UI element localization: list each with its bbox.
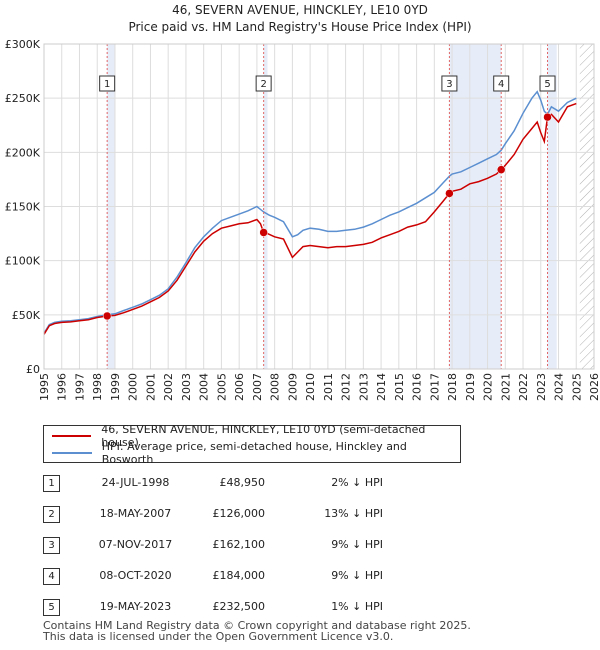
x-tick-label: 1998 [91,373,104,401]
x-tick-label: 2000 [127,373,140,401]
legend-label-hpi: HPI: Average price, semi-detached house,… [101,440,407,466]
sale-date: 18-MAY-2007 [99,507,172,520]
hpi-series-line [43,90,577,334]
x-tick-label: 2008 [269,373,282,401]
sale-marker-label: 4 [498,79,504,90]
x-tick-label: 2010 [304,373,317,401]
x-tick-label: 2025 [570,373,583,401]
x-tick-label: 2026 [588,373,600,401]
x-tick-label: 2016 [411,373,424,401]
table-row: 3 07-NOV-2017 £162,100 9% ↓ HPI [43,534,463,556]
sale-price: £184,000 [212,569,266,582]
sale-marker-box [99,75,116,92]
footer-licence: This data is licensed under the Open Gov… [43,630,394,643]
footer-attribution: Contains HM Land Registry data © Crown c… [43,620,471,642]
y-tick-label: £300K [5,38,41,51]
y-tick-label: £200K [5,146,41,159]
y-tick-label: £250K [5,92,41,105]
x-tick-label: 2002 [162,373,175,401]
sale-number: 4 [43,568,60,585]
sale-point [102,311,112,321]
legend-label-property: 46, SEVERN AVENUE, HINCKLEY, LE10 0YD (s… [101,423,426,449]
sale-hpi-diff: 9% ↓ HPI [331,569,383,582]
chart-legend: 46, SEVERN AVENUE, HINCKLEY, LE10 0YD (s… [43,423,461,466]
sale-price: £232,500 [212,600,266,613]
x-tick-label: 2011 [322,373,335,401]
x-tick-label: 2022 [517,373,530,401]
x-tick-label: 2021 [499,373,512,401]
x-tick-label: 1997 [73,373,86,401]
x-tick-label: 2020 [482,373,495,401]
sale-marker-label: 5 [544,79,550,90]
sale-number: 3 [43,537,60,554]
x-tick-label: 2006 [233,373,246,401]
sale-marker-label: 2 [260,79,266,90]
x-tick-label: 2015 [393,373,406,401]
x-tick-label: 2024 [553,373,566,401]
sale-marker-label: 1 [104,79,110,90]
table-row: 5 19-MAY-2023 £232,500 1% ↓ HPI [43,596,463,618]
sale-marker-box [441,75,458,92]
x-tick-label: 2005 [215,373,228,401]
y-tick-label: £0 [26,363,40,376]
sale-price: £48,950 [219,476,266,489]
sale-marker-box [493,75,510,92]
table-row: 1 24-JUL-1998 £48,950 2% ↓ HPI [43,472,463,494]
sale-marker-box [539,75,556,92]
x-tick-label: 2013 [357,373,370,401]
sale-number: 2 [43,506,60,523]
sale-date: 08-OCT-2020 [99,569,172,582]
footer-copyright: Contains HM Land Registry data © Crown c… [43,619,471,632]
legend-line-hpi [52,452,92,454]
x-tick-label: 1995 [38,373,51,401]
sale-hpi-diff: 2% ↓ HPI [331,476,383,489]
x-tick-label: 2004 [198,373,211,401]
sale-point [543,112,552,122]
sale-price: £162,100 [212,538,266,551]
sale-number: 1 [43,475,60,492]
y-tick-label: £150K [5,201,41,214]
x-tick-label: 2019 [464,373,477,401]
x-tick-label: 2023 [535,373,548,401]
x-tick-label: 2012 [340,373,353,401]
x-tick-label: 2014 [375,373,388,401]
price-chart: 46, SEVERN AVENUE, HINCKLEY, LE10 0YD Pr… [5,3,600,401]
legend-item-hpi: HPI: Average price, semi-detached house,… [52,440,460,466]
sale-point [496,165,506,174]
y-tick-label: £50K [12,309,41,322]
sale-marker-label: 3 [446,79,452,90]
chart-title: 46, SEVERN AVENUE, HINCKLEY, LE10 0YD [172,3,428,17]
sale-hpi-diff: 1% ↓ HPI [331,600,383,613]
sale-price: £126,000 [212,507,266,520]
legend-item-property: 46, SEVERN AVENUE, HINCKLEY, LE10 0YD (s… [52,423,460,449]
plot-border [43,43,595,370]
x-tick-label: 2018 [446,373,459,401]
sale-hpi-diff: 9% ↓ HPI [331,538,383,551]
x-tick-label: 2007 [251,373,264,401]
sale-point [259,228,268,237]
x-tick-label: 2001 [144,373,157,401]
y-tick-label: £100K [5,255,41,268]
x-tick-label: 2009 [286,373,299,401]
sale-hpi-diff: 13% ↓ HPI [324,507,383,520]
table-row: 2 18-MAY-2007 £126,000 13% ↓ HPI [43,503,463,525]
chart-subtitle: Price paid vs. HM Land Registry's House … [128,20,471,34]
x-tick-label: 1996 [56,373,69,401]
table-row: 4 08-OCT-2020 £184,000 9% ↓ HPI [43,565,463,587]
sale-date: 19-MAY-2023 [99,600,172,613]
x-tick-label: 1999 [109,373,122,401]
sale-date: 07-NOV-2017 [98,538,173,551]
x-tick-label: 2017 [428,373,441,401]
sale-point [445,189,454,198]
x-tick-label: 2003 [180,373,193,401]
sale-date: 24-JUL-1998 [101,476,170,489]
sale-marker-box [255,75,272,92]
legend-line-property [52,435,92,437]
sale-number: 5 [43,599,60,616]
